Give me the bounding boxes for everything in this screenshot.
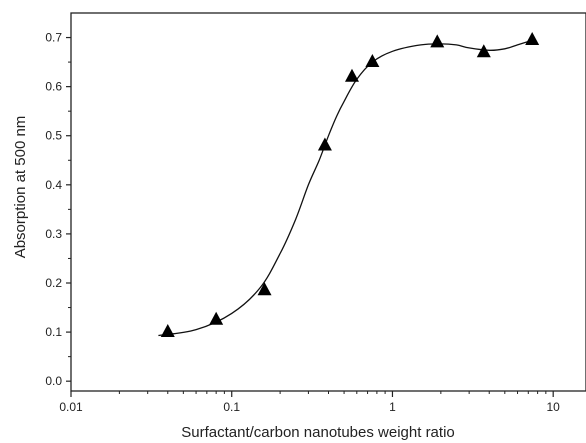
x-axis-title: Surfactant/carbon nanotubes weight ratio <box>181 424 455 441</box>
y-tick-label: 0.4 <box>45 178 62 192</box>
x-tick-label: 0.1 <box>223 400 240 414</box>
data-point <box>257 282 272 296</box>
y-tick-label: 0.5 <box>45 129 62 143</box>
data-point <box>430 34 445 48</box>
data-point <box>209 311 224 325</box>
data-point <box>317 137 332 151</box>
x-tick-label: 10 <box>547 400 561 414</box>
data-points-layer <box>160 31 540 338</box>
y-axis-title: Absorption at 500 nm <box>12 116 29 259</box>
y-tick-label: 0.0 <box>45 374 62 388</box>
y-tick-label: 0.7 <box>45 31 62 45</box>
y-tick-label: 0.6 <box>45 80 62 94</box>
x-tick-label: 0.01 <box>59 400 83 414</box>
y-axis-ticks: 0.0 0.1 0.2 0.3 0.4 0.5 0.6 0.7 <box>45 31 71 388</box>
y-tick-label: 0.2 <box>45 276 62 290</box>
data-point <box>365 54 380 68</box>
x-tick-label: 1 <box>389 400 396 414</box>
y-tick-label: 0.1 <box>45 325 62 339</box>
data-point <box>160 324 175 338</box>
data-point <box>525 31 540 45</box>
fit-curve <box>158 39 534 337</box>
y-tick-label: 0.3 <box>45 227 62 241</box>
data-point <box>476 44 491 58</box>
plot-frame <box>70 12 586 392</box>
x-axis-ticks: 0.01 0.1 1 10 <box>59 391 560 414</box>
fit-curve-layer <box>158 39 534 337</box>
data-point <box>344 68 359 82</box>
